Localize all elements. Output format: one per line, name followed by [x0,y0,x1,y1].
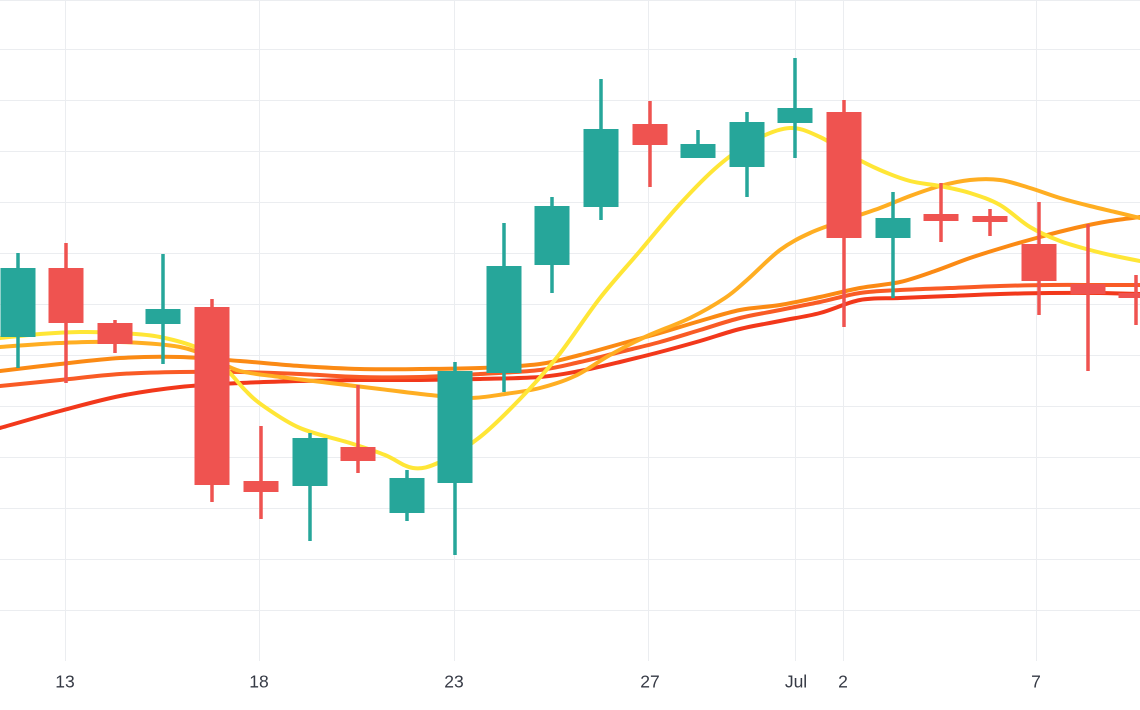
candle-up[interactable] [145,309,181,324]
candle-down[interactable] [632,124,668,145]
candle-up[interactable] [729,122,765,167]
candle-up[interactable] [875,218,911,238]
candle-down[interactable] [340,447,376,461]
candle-up[interactable] [486,266,522,373]
candle-up[interactable] [389,478,425,513]
x-axis-label[interactable]: 23 [444,671,463,691]
candle-down[interactable] [97,323,133,344]
candle-down[interactable] [923,214,959,221]
x-axis-label[interactable]: 18 [249,671,268,691]
ma-orange [0,215,1140,373]
x-axis-label[interactable]: 13 [55,671,74,691]
candle-down[interactable] [826,112,862,238]
candle-down[interactable] [1070,284,1106,294]
x-axis-label[interactable]: 2 [838,671,848,691]
candle-down[interactable] [1021,244,1057,281]
candle-down[interactable] [972,216,1008,222]
candle-up[interactable] [583,129,619,207]
candle-up[interactable] [437,371,473,483]
x-axis-label[interactable]: 27 [640,671,659,691]
ma-deep-orange [0,282,1140,388]
candle-up[interactable] [0,268,36,337]
candle-up[interactable] [777,108,813,123]
candle-up[interactable] [292,438,328,486]
candle-down[interactable] [194,307,230,485]
x-axis-label[interactable]: 7 [1031,671,1041,691]
x-axis-label[interactable]: Jul [785,671,807,691]
candle-up[interactable] [534,206,570,265]
candle-down[interactable] [243,481,279,492]
candle-up[interactable] [680,144,716,158]
candle-down[interactable] [1118,293,1140,298]
ma-amber [0,177,1140,401]
candle-down[interactable] [48,268,84,323]
ma-red [0,290,1140,430]
